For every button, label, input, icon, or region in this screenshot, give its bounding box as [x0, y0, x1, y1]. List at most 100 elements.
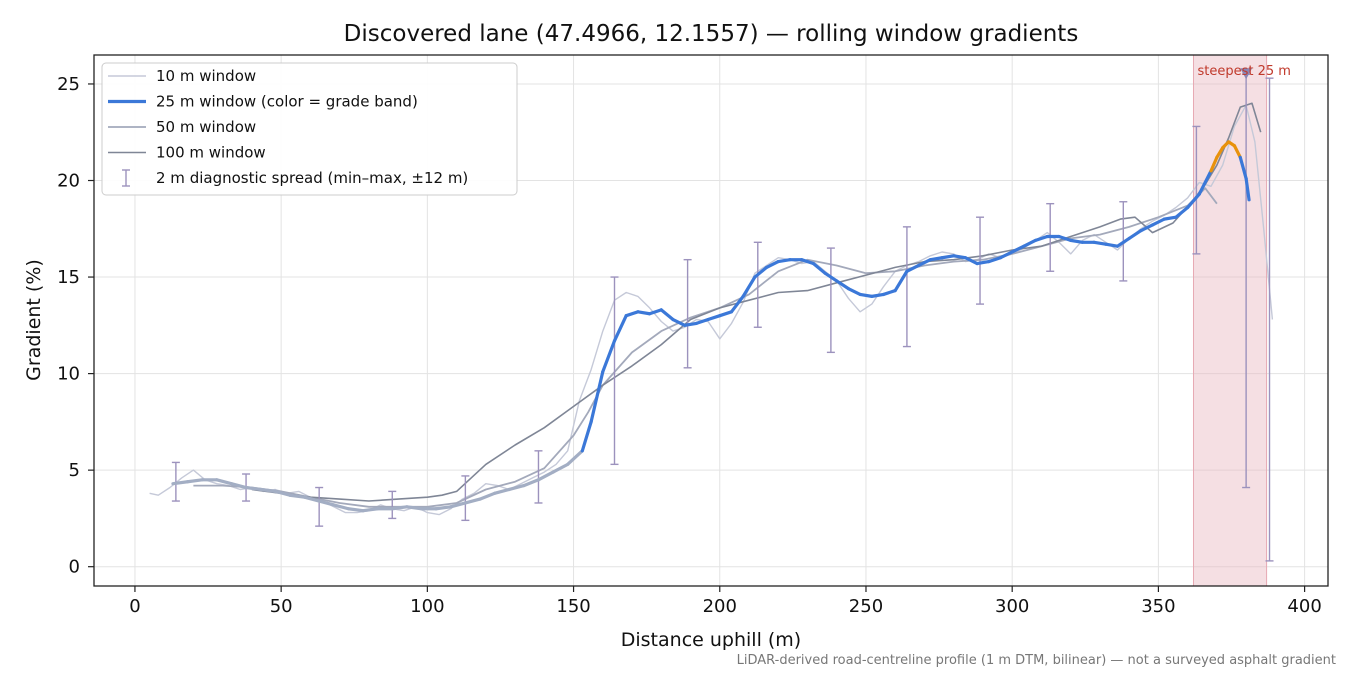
x-tick-label: 400: [1287, 596, 1321, 617]
series-segment-25m-window: [940, 254, 956, 260]
series-segment-25m-window: [917, 258, 932, 268]
series-segment-25m-window: [987, 256, 1003, 264]
series-segment-25m-window: [624, 310, 640, 318]
series-segment-25m-window: [478, 491, 497, 501]
x-tick-label: 350: [1141, 596, 1175, 617]
chart-title: Discovered lane (47.4966, 12.1557) — rol…: [344, 21, 1079, 47]
series-segment-25m-window: [706, 314, 722, 322]
series-segment-25m-window: [683, 321, 698, 327]
series-segment-25m-window: [694, 317, 710, 325]
series-segment-25m-window: [244, 485, 263, 492]
diagnostic-errorbar: [1265, 77, 1274, 562]
series-segment-25m-window: [928, 256, 944, 262]
series-segment-25m-window: [975, 260, 991, 266]
series-segment-25m-window: [764, 260, 780, 269]
series-segment-25m-window: [346, 507, 365, 513]
y-tick-label: 5: [69, 460, 80, 481]
y-tick-label: 0: [69, 557, 80, 578]
x-axis-label: Distance uphill (m): [621, 629, 801, 651]
series-segment-25m-window: [647, 308, 663, 316]
diagnostic-errorbar: [315, 486, 324, 527]
series-segment-25m-window: [718, 310, 734, 318]
series-segment-25m-window: [522, 478, 541, 488]
series-segment-25m-window: [1186, 192, 1201, 210]
series-segment-25m-window: [671, 317, 687, 327]
diagnostic-errorbar: [826, 247, 835, 354]
y-tick-label: 15: [57, 267, 80, 288]
series-segment-25m-window: [390, 505, 409, 511]
series-segment-25m-window: [870, 292, 886, 298]
series-segment-25m-window: [493, 487, 511, 495]
legend-entry-label: 2 m diagnostic spread (min–max, ±12 m): [156, 169, 468, 187]
legend-entry-label: 25 m window (color = grade band): [156, 93, 418, 111]
series-segment-25m-window: [1057, 234, 1073, 242]
series-segment-25m-window: [1203, 169, 1213, 185]
series-segment-25m-window: [905, 263, 921, 273]
series-segment-25m-window: [1162, 215, 1178, 221]
series-segment-25m-window: [776, 258, 792, 264]
series-segment-25m-window: [566, 449, 584, 466]
series-segment-25m-window: [823, 271, 839, 283]
legend-frame: [101, 62, 518, 196]
series-segment-25m-window: [405, 505, 424, 511]
series-segment-25m-window: [858, 292, 874, 298]
series-segment-25m-window: [846, 287, 862, 297]
series-segment-25m-window: [507, 483, 526, 492]
series-segment-25m-window: [317, 499, 336, 507]
series-segment-25m-window: [636, 310, 652, 316]
legend-entry-label: 50 m window: [156, 118, 256, 136]
series-segment-25m-window: [215, 478, 234, 486]
series-segment-25m-window: [1209, 155, 1219, 173]
series-segment-25m-window: [893, 269, 909, 293]
series-segment-25m-window: [1010, 244, 1026, 254]
series-segment-25m-window: [659, 308, 675, 322]
series-segment-25m-window: [449, 501, 467, 509]
chart-footnote: LiDAR-derived road-centreline profile (1…: [737, 653, 1336, 668]
series-segment-25m-window: [881, 288, 897, 297]
series-segment-25m-window: [551, 462, 570, 474]
axes-frame: [93, 54, 1329, 587]
y-tick-label: 20: [57, 171, 80, 192]
series-segment-25m-window: [185, 478, 204, 484]
series-segment-25m-window: [171, 480, 190, 486]
y-axis-label: Gradient (%): [23, 259, 45, 381]
diagnostic-errorbar: [976, 216, 985, 305]
diagnostic-errorbar: [534, 450, 543, 504]
diagnostic-errorbar: [753, 241, 762, 328]
series-segment-25m-window: [1174, 205, 1190, 219]
series-segment-25m-window: [332, 503, 351, 511]
series-segment-25m-window: [1092, 240, 1108, 246]
series-segment-25m-window: [259, 487, 277, 493]
y-tick-label: 10: [57, 364, 80, 385]
series-segment-25m-window: [800, 258, 815, 266]
series-segment-25m-window: [741, 275, 757, 298]
x-tick-label: 150: [556, 596, 590, 617]
x-tick-label: 200: [703, 596, 737, 617]
x-tick-label: 250: [849, 596, 883, 617]
legend-entry-label: 10 m window: [156, 67, 256, 85]
series-segment-25m-window: [536, 470, 555, 482]
series-segment-25m-window: [811, 261, 827, 275]
series-segment-25m-window: [952, 254, 968, 260]
series-segment-25m-window: [580, 420, 593, 453]
plot-area: steepest 25 m 0 50 100 150 200 250 300 350 400 0 5 1…: [57, 54, 1329, 617]
diagnostic-errorbar: [610, 276, 619, 466]
steepest-label: steepest 25 m: [1197, 64, 1290, 79]
series-segment-25m-window: [302, 495, 321, 503]
series-segment-25m-window: [1127, 229, 1143, 241]
series-segment-25m-window: [753, 265, 769, 279]
x-tick-label: 50: [270, 596, 293, 617]
series-segment-25m-window: [835, 279, 851, 291]
series-segment-25m-window: [1150, 217, 1166, 227]
series-segment-25m-window: [1232, 144, 1242, 159]
series-segment-25m-window: [1033, 234, 1049, 242]
x-tick-label: 0: [129, 596, 140, 617]
series-segment-25m-window: [589, 370, 605, 424]
diagnostic-errorbar: [902, 226, 911, 348]
series-segment-25m-window: [434, 505, 453, 511]
series-segment-25m-window: [612, 314, 628, 343]
series-segment-25m-window: [1139, 223, 1155, 233]
series-segment-25m-window: [1244, 176, 1251, 202]
legend: 10 m window 25 m window (color = grade ba…: [101, 62, 518, 196]
